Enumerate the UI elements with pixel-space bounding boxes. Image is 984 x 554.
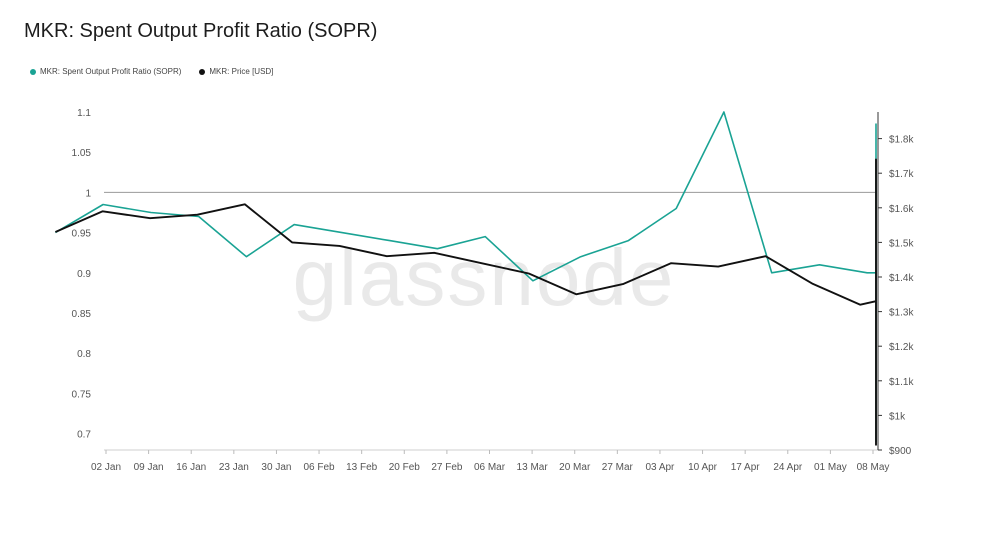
- x-tick-label: 20 Mar: [559, 462, 591, 473]
- y-left-tick-label: 0.8: [77, 349, 91, 360]
- y-left-tick-label: 0.95: [72, 229, 92, 240]
- x-tick-label: 16 Jan: [176, 462, 206, 473]
- watermark-text: glassnode: [293, 233, 676, 322]
- y-left-tick-label: 0.9: [77, 269, 91, 280]
- y-left-tick-label: 0.85: [72, 309, 92, 320]
- y-left-tick-label: 0.7: [77, 430, 91, 441]
- y-right-tick-label: $1.8k: [889, 135, 914, 146]
- legend-item-price[interactable]: MKR: Price [USD]: [199, 67, 273, 76]
- x-tick-label: 27 Mar: [602, 462, 634, 473]
- y-right-tick-label: $1.6k: [889, 204, 914, 215]
- y-right-tick-label: $1.4k: [889, 273, 914, 284]
- x-tick-label: 24 Apr: [773, 462, 803, 473]
- y-right-tick-label: $1.7k: [889, 169, 914, 180]
- x-tick-label: 08 May: [857, 462, 890, 473]
- legend-item-sopr[interactable]: MKR: Spent Output Profit Ratio (SOPR): [30, 67, 181, 76]
- series-line-price: [55, 158, 877, 446]
- x-tick-label: 02 Jan: [91, 462, 121, 473]
- x-tick-label: 09 Jan: [134, 462, 164, 473]
- legend-dot-sopr: [30, 68, 36, 75]
- y-right-tick-label: $1.1k: [889, 377, 914, 388]
- y-right-tick-label: $1.3k: [889, 308, 914, 319]
- chart-axes: [104, 112, 882, 454]
- watermark: glassnode: [293, 233, 676, 322]
- x-tick-label: 10 Apr: [688, 462, 718, 473]
- y-right-tick-label: $1.2k: [889, 342, 914, 353]
- chart-title: MKR: Spent Output Profit Ratio (SOPR): [24, 20, 378, 42]
- x-tick-label: 30 Jan: [261, 462, 291, 473]
- x-tick-label: 06 Feb: [303, 462, 335, 473]
- legend-label-price: MKR: Price [USD]: [209, 67, 274, 76]
- x-tick-label: 23 Jan: [219, 462, 249, 473]
- y-left-tick-label: 1.05: [72, 148, 92, 159]
- chart-legend: MKR: Spent Output Profit Ratio (SOPR) MK…: [30, 67, 273, 76]
- y-right-tick-label: $900: [889, 446, 912, 457]
- x-tick-label: 06 Mar: [474, 462, 506, 473]
- x-tick-label: 20 Feb: [389, 462, 421, 473]
- chart-series: [54, 111, 877, 446]
- y-left-tick-label: 1: [85, 188, 91, 199]
- x-tick-label: 17 Apr: [731, 462, 761, 473]
- chart-tick-labels: 1.1 1.05 1 0.95 0.9 0.85 0.8 0.75 0.7 $1.8k $1.7k $…: [72, 108, 915, 473]
- y-left-tick-label: 1.1: [77, 108, 91, 119]
- x-tick-label: 01 May: [814, 462, 847, 473]
- y-right-tick-label: $1.5k: [889, 238, 914, 249]
- x-tick-label: 13 Feb: [346, 462, 378, 473]
- x-tick-label: 27 Feb: [431, 462, 463, 473]
- y-left-tick-label: 0.75: [72, 389, 92, 400]
- x-tick-label: 03 Apr: [645, 462, 675, 473]
- x-tick-label: 13 Mar: [517, 462, 549, 473]
- legend-dot-price: [199, 68, 206, 75]
- y-right-tick-label: $1k: [889, 411, 906, 422]
- legend-label-sopr: MKR: Spent Output Profit Ratio (SOPR): [40, 67, 182, 76]
